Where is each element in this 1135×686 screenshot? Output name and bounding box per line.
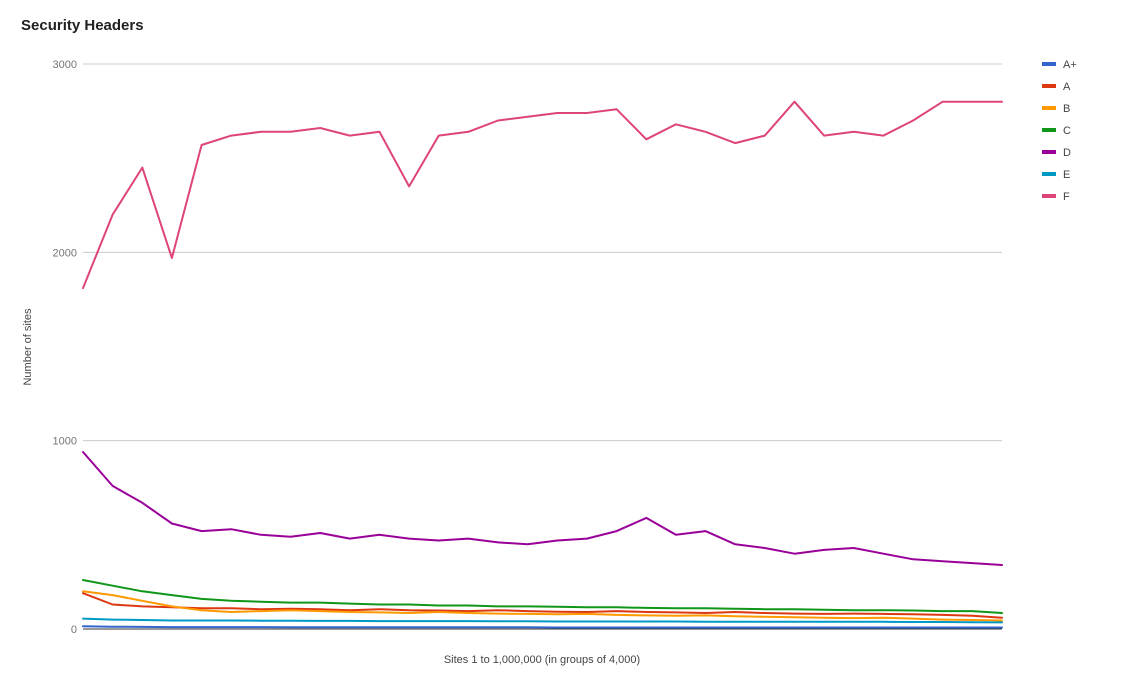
series-line-d [82, 451, 1003, 566]
legend-label: F [1063, 191, 1070, 203]
legend-swatch [1042, 62, 1056, 66]
y-tick-label: 2000 [53, 247, 77, 259]
legend-label: A [1063, 81, 1071, 93]
y-tick-label: 3000 [53, 59, 77, 71]
x-axis-label: Sites 1 to 1,000,000 (in groups of 4,000… [444, 654, 640, 666]
series-line-a [82, 592, 1003, 619]
y-tick-label: 1000 [53, 436, 77, 448]
legend-label: E [1063, 169, 1070, 181]
legend-label: D [1063, 147, 1071, 159]
gridlines [83, 63, 1002, 442]
legend-item: E [1042, 169, 1070, 181]
legend-swatch [1042, 194, 1056, 198]
legend-swatch [1042, 84, 1056, 88]
series-line-c [82, 579, 1003, 614]
legend-item: D [1042, 147, 1071, 159]
legend-swatch [1042, 106, 1056, 110]
legend-item: B [1042, 103, 1070, 115]
series-line-a-plus [82, 625, 1003, 629]
legend-label: B [1063, 103, 1070, 115]
series-line-e [82, 617, 1003, 624]
legend-item: C [1042, 125, 1071, 137]
legend-swatch [1042, 172, 1056, 176]
legend-item: A [1042, 81, 1071, 93]
y-axis-label: Number of sites [22, 308, 34, 386]
series-line-f [82, 100, 1003, 290]
chart-title: Security Headers [21, 17, 144, 34]
y-tick-label: 0 [71, 624, 77, 636]
series-line-b [82, 590, 1003, 622]
legend-swatch [1042, 150, 1056, 154]
legend-label: C [1063, 125, 1071, 137]
legend-swatch [1042, 128, 1056, 132]
legend-label: A+ [1063, 59, 1077, 71]
legend-item: F [1042, 191, 1070, 203]
series-lines [82, 100, 1003, 629]
y-tick-labels: 0 1000 2000 3000 [53, 59, 77, 636]
legend-item: A+ [1042, 59, 1077, 71]
